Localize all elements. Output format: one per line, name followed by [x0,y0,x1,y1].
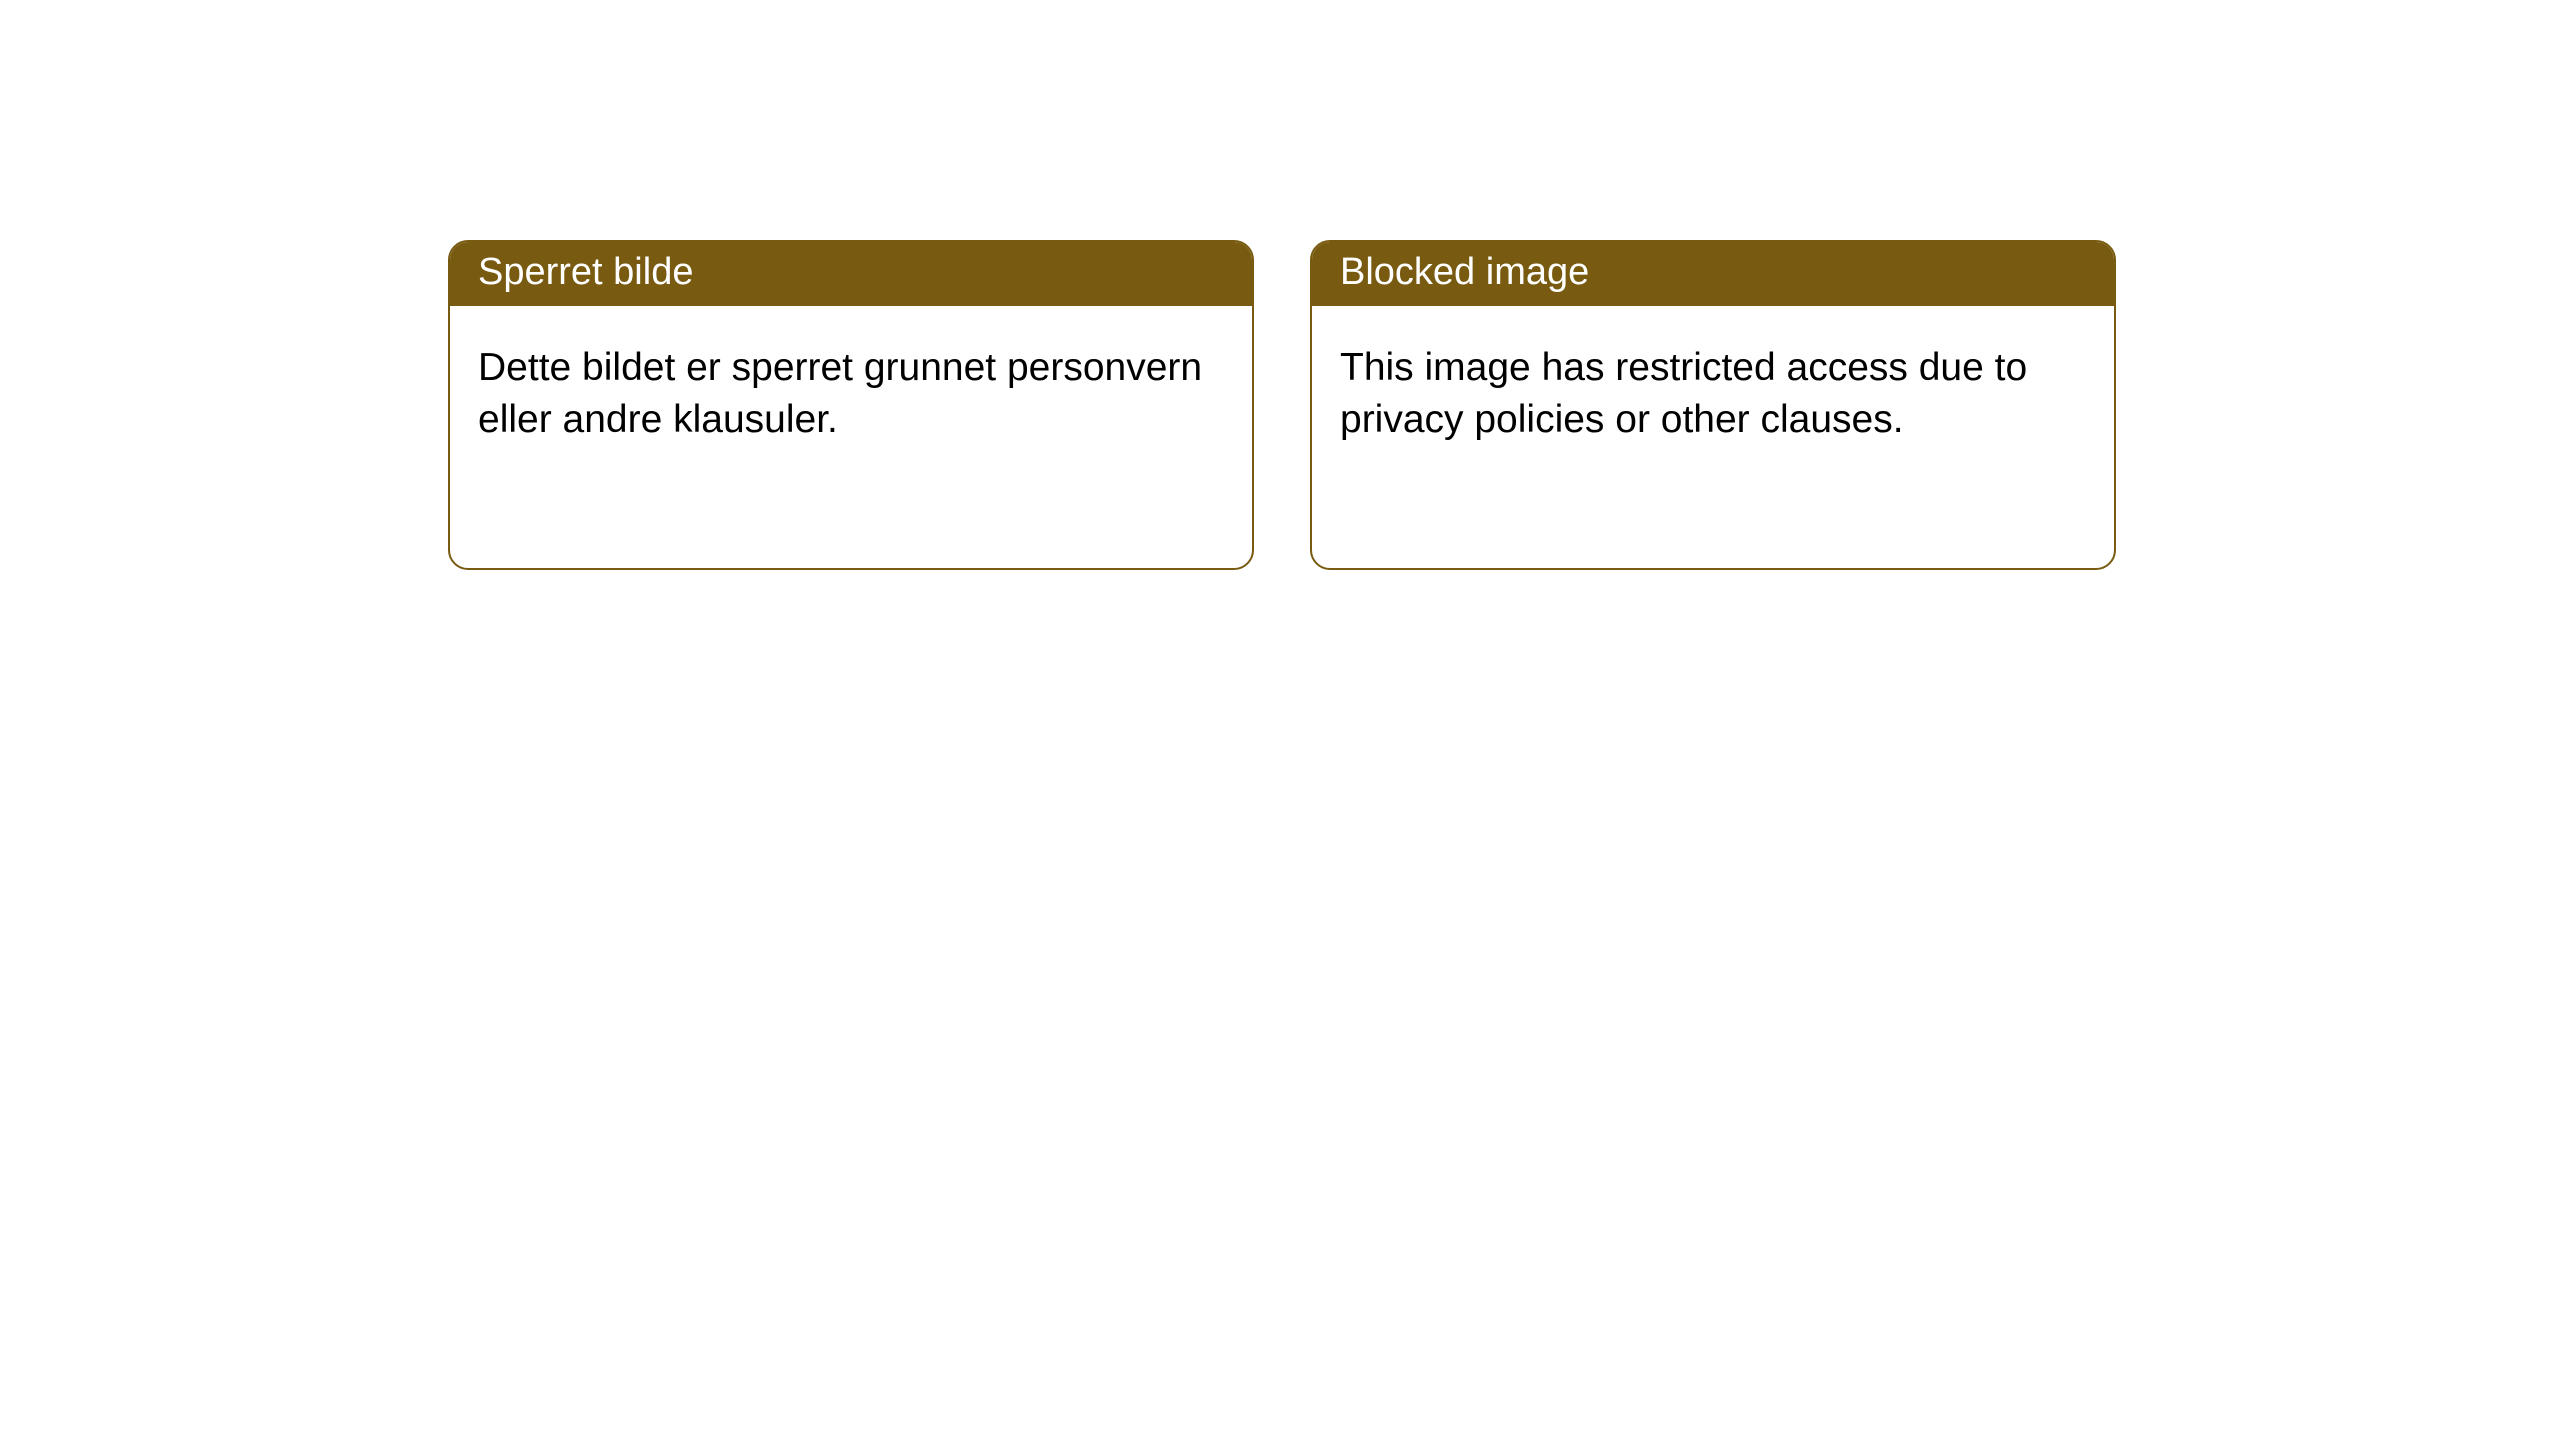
notice-card-norwegian: Sperret bilde Dette bildet er sperret gr… [448,240,1254,570]
notice-body: Dette bildet er sperret grunnet personve… [450,306,1252,475]
notice-body: This image has restricted access due to … [1312,306,2114,475]
notice-container: Sperret bilde Dette bildet er sperret gr… [0,0,2560,570]
notice-card-english: Blocked image This image has restricted … [1310,240,2116,570]
notice-header: Sperret bilde [450,242,1252,306]
notice-header: Blocked image [1312,242,2114,306]
